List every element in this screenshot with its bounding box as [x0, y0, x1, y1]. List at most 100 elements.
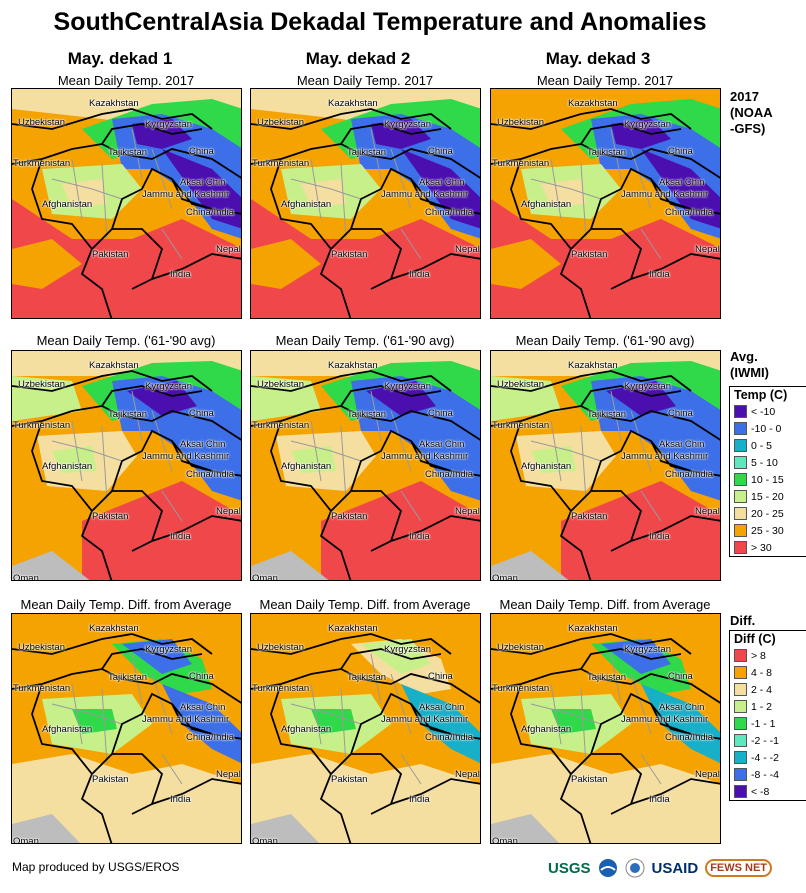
map-label-uzbekistan: Uzbekistan	[257, 642, 304, 653]
row-label-line: -GFS)	[730, 121, 766, 136]
map-label-uzbekistan: Uzbekistan	[257, 379, 304, 390]
map-label-oman: Oman	[13, 573, 39, 581]
diff-legend-item: -8 - -4	[730, 766, 806, 783]
map-label-china_india: China/India	[665, 469, 714, 480]
row-label-line: 2017	[730, 89, 759, 104]
map-label-jammu_kashmir: Jammu and Kashmir	[142, 714, 230, 725]
map-label-turkmenistan: Turkmenistan	[13, 683, 71, 694]
map-label-china: China	[668, 408, 693, 419]
map-label-tajikistan: Tajikistan	[587, 147, 627, 158]
legend-swatch	[734, 649, 747, 662]
legend-swatch	[734, 473, 747, 486]
panel-title-2017-dekad-1: Mean Daily Temp. 2017	[57, 73, 195, 88]
map-label-india: India	[409, 269, 430, 280]
map-label-tajikistan: Tajikistan	[108, 672, 148, 683]
legend-label: -4 - -2	[751, 751, 780, 764]
map-label-aksai_chin: Aksai Chin	[419, 439, 465, 450]
map-label-pakistan: Pakistan	[331, 511, 368, 522]
diff-legend-item: 4 - 8	[730, 664, 806, 681]
legend-swatch	[734, 683, 747, 696]
map-label-china: China	[428, 408, 453, 419]
map-label-kyrgyzstan: Kyrgyzstan	[624, 119, 671, 130]
panel-title-avg-dekad-1: Mean Daily Temp. ('61-'90 avg)	[36, 333, 216, 348]
legend-label: -1 - 1	[751, 717, 776, 730]
diff-legend-item: < -8	[730, 783, 806, 800]
map-label-jammu_kashmir: Jammu and Kashmir	[381, 714, 469, 725]
temp-legend-item: 5 - 10	[730, 454, 806, 471]
legend-label: -10 - 0	[751, 422, 782, 435]
map-label-kyrgyzstan: Kyrgyzstan	[624, 381, 671, 392]
panel-title-avg-dekad-2: Mean Daily Temp. ('61-'90 avg)	[275, 333, 455, 348]
map-label-tajikistan: Tajikistan	[347, 409, 387, 420]
map-label-afghanistan: Afghanistan	[281, 461, 332, 472]
row-label-line: (IWMI)	[730, 365, 769, 380]
map-label-pakistan: Pakistan	[92, 774, 129, 785]
map-label-uzbekistan: Uzbekistan	[18, 379, 65, 390]
map-label-afghanistan: Afghanistan	[281, 724, 332, 735]
temp-legend-item: < -10	[730, 403, 806, 420]
map-label-tajikistan: Tajikistan	[347, 147, 387, 158]
map-label-pakistan: Pakistan	[92, 249, 129, 260]
map-label-afghanistan: Afghanistan	[521, 724, 572, 735]
map-label-aksai_chin: Aksai Chin	[419, 702, 465, 713]
map-label-pakistan: Pakistan	[571, 774, 608, 785]
usgs-logo: USGS	[548, 859, 591, 877]
map-label-jammu_kashmir: Jammu and Kashmir	[621, 189, 709, 200]
diff-legend-item: -4 - -2	[730, 749, 806, 766]
map-label-tajikistan: Tajikistan	[587, 409, 627, 420]
map-label-nepal: Nepal	[216, 506, 241, 517]
fews-net-logo: FEWS NET	[705, 859, 773, 877]
map-panel-2017-dekad-3: Kazakhstan Uzbekistan Kyrgyzstan Tajikistan…	[490, 88, 721, 319]
panel-title-2017-dekad-2: Mean Daily Temp. 2017	[296, 73, 434, 88]
map-label-jammu_kashmir: Jammu and Kashmir	[381, 451, 469, 462]
map-label-nepal: Nepal	[695, 506, 720, 517]
legend-swatch	[734, 768, 747, 781]
map-label-india: India	[409, 794, 430, 805]
map-panel-2017-dekad-1: Kazakhstan Uzbekistan Kyrgyzstan Tajikistan…	[11, 88, 242, 319]
map-label-turkmenistan: Turkmenistan	[492, 683, 550, 694]
nasa-logo-icon	[625, 858, 645, 878]
map-label-india: India	[170, 269, 191, 280]
legend-swatch	[734, 717, 747, 730]
legend-label: 5 - 10	[751, 456, 778, 469]
map-label-afghanistan: Afghanistan	[281, 199, 332, 210]
temp-legend-item: 0 - 5	[730, 437, 806, 454]
map-label-kyrgyzstan: Kyrgyzstan	[384, 644, 431, 655]
map-label-kazakhstan: Kazakhstan	[568, 623, 618, 634]
map-panel-avg-dekad-2: Kazakhstan Uzbekistan Kyrgyzstan Tajikistan…	[250, 350, 481, 581]
map-label-china_india: China/India	[425, 469, 474, 480]
map-label-afghanistan: Afghanistan	[521, 199, 572, 210]
legend-label: < -8	[751, 785, 770, 798]
map-label-oman: Oman	[252, 573, 278, 581]
legend-label: > 30	[751, 541, 772, 554]
map-panel-diff-dekad-1: Kazakhstan Uzbekistan Kyrgyzstan Tajikistan…	[11, 613, 242, 844]
map-label-oman: Oman	[492, 836, 518, 844]
map-label-oman: Oman	[492, 573, 518, 581]
row-label-line: (NOAA	[730, 105, 773, 120]
map-label-uzbekistan: Uzbekistan	[497, 379, 544, 390]
legend-swatch	[734, 490, 747, 503]
map-label-nepal: Nepal	[455, 506, 480, 517]
map-label-afghanistan: Afghanistan	[42, 724, 93, 735]
map-label-nepal: Nepal	[455, 769, 480, 780]
map-label-china: China	[668, 671, 693, 682]
row-label-line: Diff.	[730, 613, 756, 628]
diff-legend: Diff (C) > 8 4 - 8 2 - 4 1 - 2 -1 - 1 -2 - -1…	[729, 630, 806, 801]
panel-title-avg-dekad-3: Mean Daily Temp. ('61-'90 avg)	[515, 333, 695, 348]
footer-credit: Map produced by USGS/EROS	[12, 860, 180, 874]
map-label-kyrgyzstan: Kyrgyzstan	[145, 119, 192, 130]
usaid-logo: USAID	[651, 859, 699, 877]
map-label-kazakhstan: Kazakhstan	[89, 623, 139, 634]
temp-legend-title: Temp (C)	[734, 388, 788, 402]
map-label-uzbekistan: Uzbekistan	[497, 642, 544, 653]
map-label-jammu_kashmir: Jammu and Kashmir	[142, 451, 230, 462]
temp-legend-item: 25 - 30	[730, 522, 806, 539]
legend-swatch	[734, 541, 747, 554]
legend-label: 1 - 2	[751, 700, 773, 713]
map-label-jammu_kashmir: Jammu and Kashmir	[142, 189, 230, 200]
noaa-logo-icon	[598, 859, 617, 877]
map-label-china_india: China/India	[425, 207, 474, 218]
map-label-oman: Oman	[252, 836, 278, 844]
map-label-pakistan: Pakistan	[331, 249, 368, 260]
panel-title-diff-dekad-1: Mean Daily Temp. Diff. from Average	[20, 597, 232, 612]
